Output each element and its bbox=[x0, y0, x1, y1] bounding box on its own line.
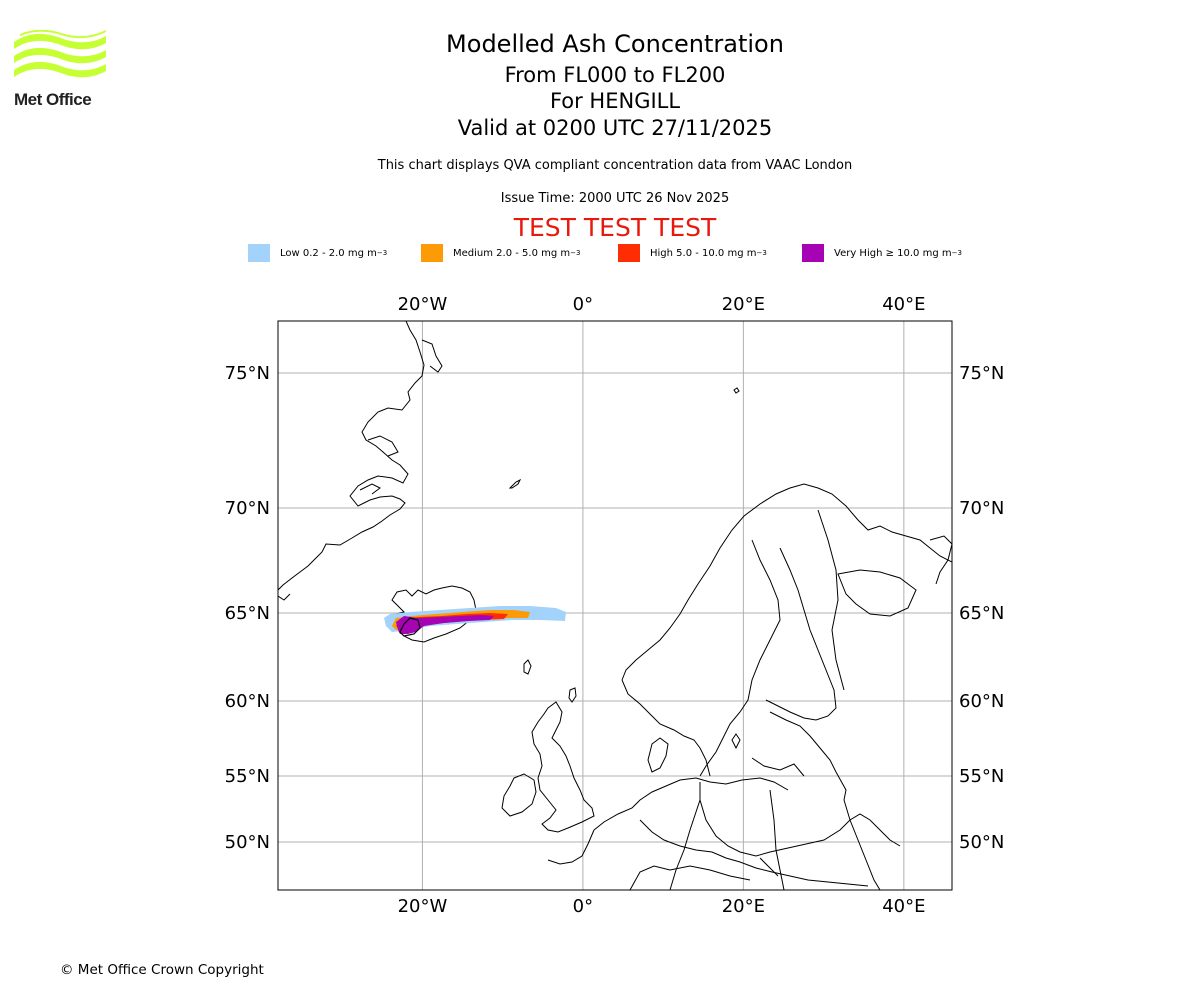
greenland-fjord-3 bbox=[421, 339, 443, 373]
chart-title: Modelled Ash Concentration bbox=[446, 30, 784, 58]
legend-unit-very-high: −3 bbox=[951, 249, 962, 257]
europe-borders-1 bbox=[699, 782, 901, 857]
jan-mayen bbox=[508, 478, 522, 489]
finland-border bbox=[765, 547, 837, 721]
lat-label-right: 55°N bbox=[959, 766, 1004, 787]
legend-label-high: High 5.0 - 10.0 mg m bbox=[650, 247, 757, 259]
legend-unit-low: −3 bbox=[376, 249, 388, 257]
lat-label-left: 65°N bbox=[225, 603, 270, 624]
kola bbox=[837, 569, 917, 617]
lat-label-right: 70°N bbox=[959, 498, 1004, 519]
lat-label-right: 65°N bbox=[959, 603, 1004, 624]
lon-label-bottom: 0° bbox=[573, 896, 593, 917]
europe-borders-5 bbox=[759, 857, 779, 877]
europe-coast bbox=[593, 777, 789, 831]
baltic-coast bbox=[751, 757, 805, 777]
lat-label-right: 75°N bbox=[959, 363, 1004, 384]
legend-item-medium: Medium 2.0 - 5.0 mg m −3 bbox=[421, 244, 580, 262]
logo-waves bbox=[14, 29, 106, 78]
russia-north bbox=[929, 535, 952, 585]
lat-label-left: 70°N bbox=[225, 498, 270, 519]
flight-level-range: From FL000 to FL200 bbox=[504, 63, 726, 87]
legend-label-medium: Medium 2.0 - 5.0 mg m bbox=[453, 247, 571, 259]
lat-label-left: 75°N bbox=[225, 363, 270, 384]
coastlines bbox=[278, 321, 952, 890]
legend-swatch-low bbox=[248, 244, 270, 262]
sweden-coast bbox=[699, 539, 781, 777]
legend-unit-high: −3 bbox=[756, 249, 767, 257]
europe-borders-6 bbox=[843, 799, 881, 890]
legend-label-very-high: Very High ≥ 10.0 mg m bbox=[834, 247, 952, 259]
legend-swatch-medium bbox=[421, 244, 443, 262]
scandinavia bbox=[621, 483, 952, 681]
logo-text: Met Office bbox=[14, 90, 92, 109]
map-frame bbox=[277, 320, 953, 891]
legend-item-low: Low 0.2 - 2.0 mg m −3 bbox=[248, 244, 387, 262]
legend-item-very-high: Very High ≥ 10.0 mg m −3 bbox=[802, 244, 962, 262]
test-banner: TEST TEST TEST bbox=[513, 213, 717, 242]
finland-russia bbox=[817, 509, 845, 691]
legend-swatch-high bbox=[618, 244, 640, 262]
legend-label-low: Low 0.2 - 2.0 mg m bbox=[280, 247, 377, 259]
lon-label-top: 40°E bbox=[882, 294, 925, 315]
greenland-coastline bbox=[278, 321, 425, 591]
lon-label-bottom: 20°E bbox=[722, 896, 765, 917]
met-office-logo: Met Office bbox=[14, 29, 108, 112]
bear-island bbox=[733, 387, 740, 394]
graticule bbox=[278, 321, 952, 890]
legend-item-high: High 5.0 - 10.0 mg m −3 bbox=[618, 244, 767, 262]
great-britain bbox=[531, 701, 595, 833]
ireland bbox=[501, 773, 537, 817]
volcano-name: For HENGILL bbox=[549, 89, 681, 113]
axis-labels: 20°W 20°W 0° 0° 20°E 20°E 40°E 40°E 75°N 75°N 70°N… bbox=[225, 294, 1005, 917]
iceland-outline-over-plume bbox=[399, 617, 421, 637]
lon-label-bottom: 20°W bbox=[398, 896, 448, 917]
lon-label-bottom: 40°E bbox=[882, 896, 925, 917]
copyright: © Met Office Crown Copyright bbox=[60, 962, 264, 978]
lon-label-top: 20°W bbox=[398, 294, 448, 315]
denmark bbox=[647, 737, 669, 773]
legend-swatch-very-high bbox=[802, 244, 824, 262]
lat-label-left: 50°N bbox=[225, 832, 270, 853]
lat-label-left: 60°N bbox=[225, 691, 270, 712]
lat-label-left: 55°N bbox=[225, 766, 270, 787]
lat-label-right: 50°N bbox=[959, 832, 1004, 853]
ash-very-high-contour bbox=[396, 615, 494, 634]
compliance-note: This chart displays QVA compliant concen… bbox=[377, 158, 853, 173]
lon-label-top: 0° bbox=[573, 294, 593, 315]
shetland bbox=[568, 687, 577, 703]
iceland-coastline bbox=[391, 585, 477, 643]
greenland-tip bbox=[278, 593, 291, 601]
greenland-fjord-2 bbox=[367, 435, 399, 457]
europe-borders-7 bbox=[629, 865, 751, 890]
gotland bbox=[731, 733, 741, 750]
lon-label-top: 20°E bbox=[722, 294, 765, 315]
europe-borders-3 bbox=[669, 799, 701, 890]
europe-borders-2 bbox=[639, 819, 869, 887]
issue-time: Issue Time: 2000 UTC 26 Nov 2025 bbox=[500, 191, 730, 206]
valid-time: Valid at 0200 UTC 27/11/2025 bbox=[457, 116, 773, 140]
baltic-states bbox=[769, 711, 847, 801]
france-coast bbox=[547, 829, 595, 865]
legend-unit-medium: −3 bbox=[570, 249, 581, 257]
europe-borders-4 bbox=[769, 789, 785, 890]
ash-plume bbox=[384, 606, 566, 637]
norway-south bbox=[621, 679, 711, 777]
met-office-waves-icon bbox=[14, 29, 106, 78]
faroe-islands bbox=[523, 659, 532, 675]
lat-label-right: 60°N bbox=[959, 691, 1004, 712]
greenland-fjord-1 bbox=[359, 483, 381, 495]
